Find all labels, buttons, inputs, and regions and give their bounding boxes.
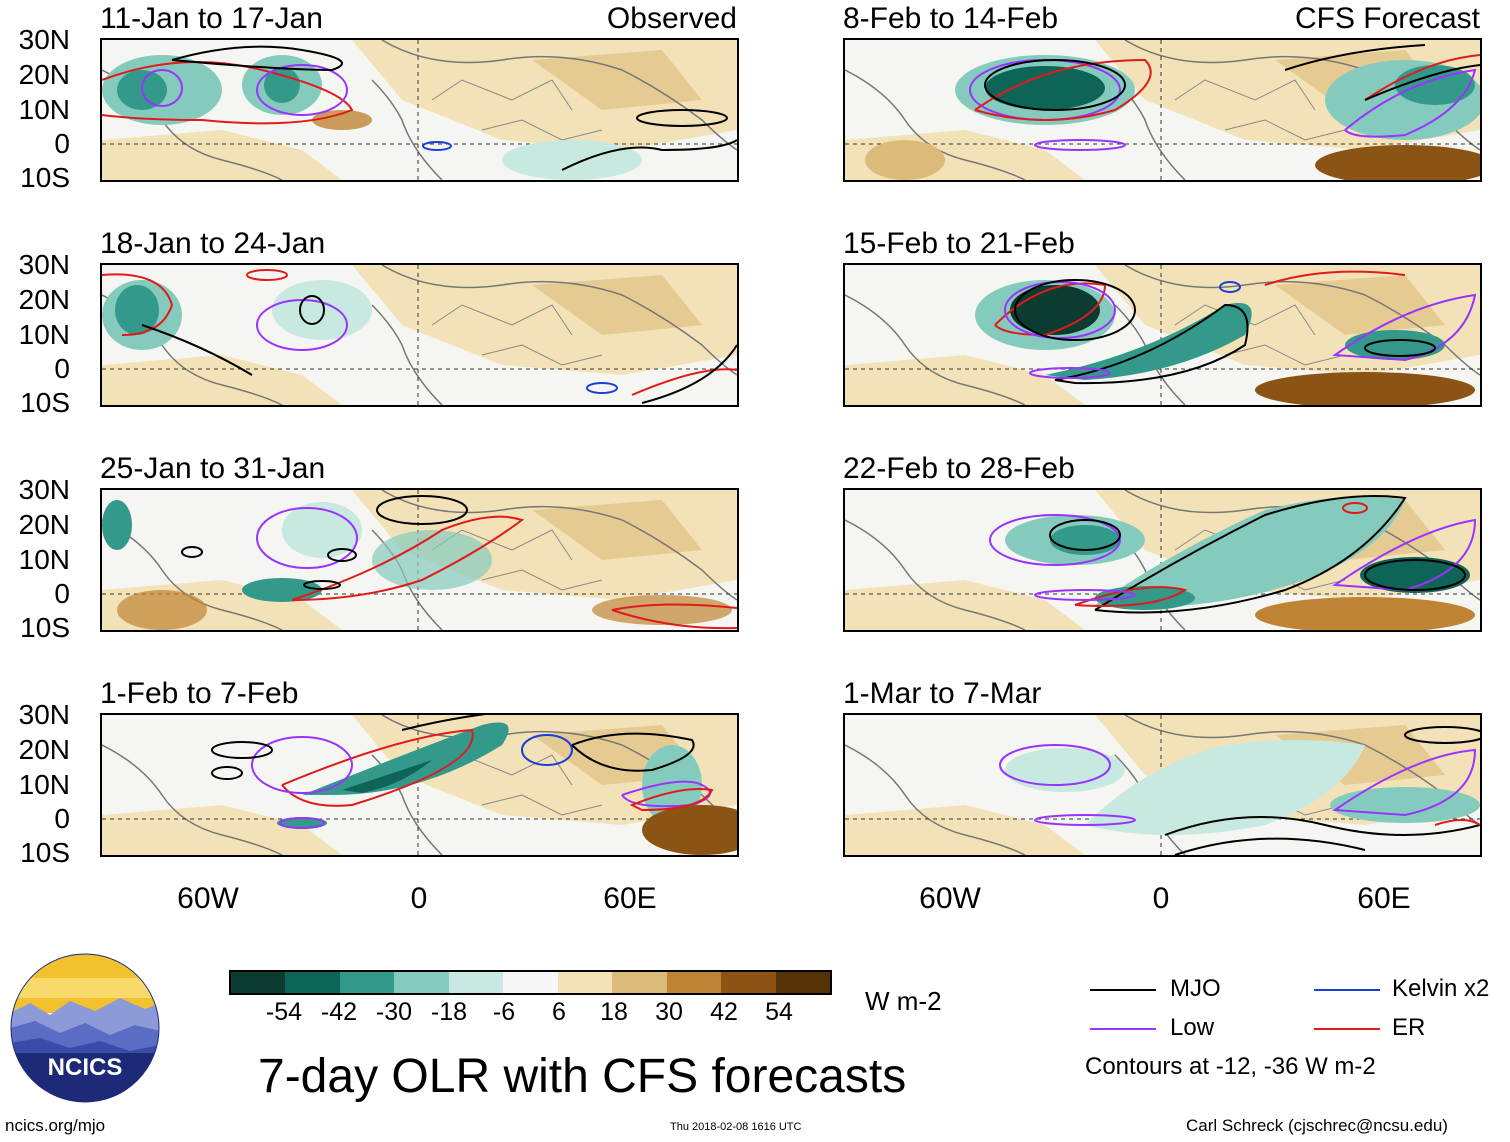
legend-label-er: ER xyxy=(1392,1014,1426,1041)
lat-label: 10S xyxy=(20,612,70,643)
timestamp: Thu 2018-02-08 1616 UTC xyxy=(670,1121,802,1133)
colorbar-label: -30 xyxy=(375,998,413,1026)
author-credit: Carl Schreck (cjschrec@ncsu.edu) xyxy=(1186,1116,1448,1135)
lat-label: 10N xyxy=(18,544,70,575)
lat-label: 10N xyxy=(18,769,70,800)
lat-label: 20N xyxy=(18,734,70,765)
map-obs-3 xyxy=(100,488,739,632)
map-fcst-2 xyxy=(843,263,1482,407)
olr-map-obs-2 xyxy=(102,265,737,405)
lat-label: 0 xyxy=(54,128,70,159)
lat-label: 10N xyxy=(18,94,70,125)
lon-label: 60W xyxy=(177,882,239,915)
colorbar-label: -6 xyxy=(492,998,516,1026)
colorbar-units: W m-2 xyxy=(865,986,942,1016)
colorbar-swatch xyxy=(612,972,667,993)
lat-label: 20N xyxy=(18,509,70,540)
lat-label: 0 xyxy=(54,803,70,834)
colorbar-swatch xyxy=(775,972,830,993)
legend-label-mjo: MJO xyxy=(1170,975,1221,1002)
legend-swatch-mjo xyxy=(1090,989,1156,991)
colorbar-swatches xyxy=(229,970,832,995)
olr-map-fcst-3 xyxy=(845,490,1480,630)
lat-label: 0 xyxy=(54,578,70,609)
colorbar-swatch xyxy=(721,972,776,993)
legend-swatch-low xyxy=(1090,1028,1156,1030)
colorbar-label: 6 xyxy=(552,998,566,1026)
colorbar-label: 30 xyxy=(655,998,683,1026)
lat-label: 20N xyxy=(18,59,70,90)
colorbar-swatch xyxy=(666,972,722,993)
lon-label: 0 xyxy=(1152,882,1170,915)
legend-swatch-er xyxy=(1314,1028,1380,1030)
legend-note: Contours at -12, -36 W m-2 xyxy=(1085,1053,1376,1080)
colorbar-label: -42 xyxy=(320,998,358,1026)
colorbar-swatch xyxy=(285,972,340,993)
map-fcst-3 xyxy=(843,488,1482,632)
colorbar-label: -54 xyxy=(265,998,303,1026)
panel-title-fcst-2: 15-Feb to 21-Feb xyxy=(843,227,1075,260)
olr-map-obs-1 xyxy=(102,40,737,180)
colorbar-label: 54 xyxy=(765,998,793,1026)
ncics-logo-icon: NCICS xyxy=(10,953,160,1103)
colorbar-swatch xyxy=(448,972,504,993)
lat-label: 30N xyxy=(18,249,70,280)
lon-label: 60W xyxy=(919,882,981,915)
panel-title-fcst-1: 8-Feb to 14-Feb xyxy=(843,2,1059,35)
logo-text: NCICS xyxy=(48,1054,123,1081)
panel-title-fcst-4: 1-Mar to 7-Mar xyxy=(843,677,1042,710)
lon-label: 60E xyxy=(1357,882,1411,915)
legend-label-low: Low xyxy=(1170,1014,1215,1041)
colorbar-swatch xyxy=(231,972,286,993)
observed-label: Observed xyxy=(606,2,737,35)
panel-title-fcst-3: 22-Feb to 28-Feb xyxy=(843,452,1075,485)
map-fcst-4 xyxy=(843,713,1482,857)
lat-label: 20N xyxy=(18,284,70,315)
site-link[interactable]: ncics.org/mjo xyxy=(5,1116,106,1135)
colorbar-label: 18 xyxy=(600,998,628,1026)
colorbar-label: 42 xyxy=(710,998,738,1026)
lat-label: 30N xyxy=(18,474,70,505)
olr-map-fcst-1 xyxy=(845,40,1480,180)
lat-label: 10S xyxy=(20,837,70,868)
lat-label: 30N xyxy=(18,24,70,55)
olr-map-obs-3 xyxy=(102,490,737,630)
panel-title-obs-1: 11-Jan to 17-Jan xyxy=(100,2,323,35)
legend-swatch-kelvin xyxy=(1314,989,1380,991)
lon-label: 0 xyxy=(410,882,428,915)
lat-label: 30N xyxy=(18,699,70,730)
forecast-label: CFS Forecast xyxy=(1294,2,1480,35)
map-fcst-1 xyxy=(843,38,1482,182)
olr-map-fcst-2 xyxy=(845,265,1480,405)
lon-label: 60E xyxy=(603,882,657,915)
colorbar-label: -18 xyxy=(430,998,468,1026)
panel-title-obs-3: 25-Jan to 31-Jan xyxy=(100,452,326,485)
lat-label: 10S xyxy=(20,387,70,418)
lat-label: 10N xyxy=(18,319,70,350)
colorbar-swatch xyxy=(503,972,558,993)
olr-map-obs-4 xyxy=(102,715,737,855)
map-obs-2 xyxy=(100,263,739,407)
map-obs-4 xyxy=(100,713,739,857)
panel-title-obs-2: 18-Jan to 24-Jan xyxy=(100,227,326,260)
colorbar-swatch xyxy=(394,972,449,993)
figure-title: 7-day OLR with CFS forecasts xyxy=(258,1050,907,1103)
colorbar-swatch xyxy=(557,972,613,993)
olr-map-fcst-4 xyxy=(845,715,1480,855)
panel-title-obs-4: 1-Feb to 7-Feb xyxy=(100,677,299,710)
ncics-logo: NCICS xyxy=(10,953,160,1103)
colorbar-swatch xyxy=(339,972,395,993)
lat-label: 10S xyxy=(20,162,70,193)
legend-label-kelvin: Kelvin x2 xyxy=(1392,975,1490,1002)
lat-label: 0 xyxy=(54,353,70,384)
map-obs-1 xyxy=(100,38,739,182)
